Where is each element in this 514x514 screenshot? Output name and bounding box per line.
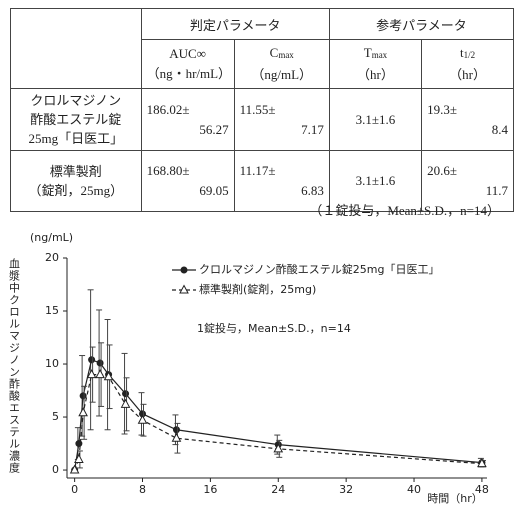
value-line: 19.3±	[427, 101, 457, 117]
row-label-line: 25mg「日医工」	[28, 131, 124, 146]
value-line: 168.80±	[146, 163, 190, 178]
data-point	[75, 440, 83, 448]
value-line: 56.27	[199, 121, 229, 137]
x-tick-label: 16	[203, 483, 217, 496]
symbol-sub: max	[278, 50, 294, 60]
value-cell: 3.1±1.6	[328, 150, 423, 212]
data-point	[96, 359, 104, 367]
y-tick-label: 20	[45, 251, 59, 264]
column-symbol: Cmax	[240, 43, 324, 65]
data-point	[86, 369, 97, 379]
value-cell: 11.17± 6.83	[233, 150, 330, 212]
data-point	[137, 414, 148, 424]
symbol: AUC∞	[169, 46, 206, 61]
value-line: 186.02±	[146, 101, 190, 117]
symbol: T	[363, 45, 372, 60]
data-point	[69, 464, 80, 474]
series-line	[74, 374, 482, 471]
y-unit: (ng/mL)	[30, 231, 73, 244]
legend-label: クロルマジノン酢酸エステル錠25mg「日医工」	[199, 262, 439, 276]
data-point	[88, 356, 96, 364]
column-unit: （ng・hr/mL）	[146, 66, 232, 81]
y-tick-label: 5	[52, 410, 59, 423]
data-row: 標準製剤 （錠剤，25mg） 168.80± 69.05 11.17± 6.83 3.1±1…	[10, 150, 514, 212]
value-line: 7.17	[301, 121, 324, 137]
value-line: 3.1±1.6	[355, 173, 396, 188]
value-line: 8.4	[491, 121, 508, 137]
symbol-sub: max	[371, 50, 388, 60]
row-label-line: 標準製剤	[49, 164, 102, 179]
value-cell: 186.02± 56.27	[140, 88, 235, 151]
data-point	[122, 390, 130, 398]
table-note: （１錠投与，Mean±S.D.，n=14）	[309, 203, 500, 218]
value-line: 11.7	[485, 183, 508, 198]
symbol: C	[269, 45, 279, 60]
column-symbol: t1/2	[427, 43, 508, 65]
column-unit: （ng/mL）	[251, 67, 313, 82]
column-symbol: AUC∞	[147, 44, 229, 64]
data-point	[172, 426, 180, 434]
value-cell: 20.6± 11.7	[421, 150, 514, 212]
value-line: 3.1±1.6	[355, 111, 396, 127]
value-cell: 19.3± 8.4	[421, 88, 514, 151]
header-row: AUC∞ （ng・hr/mL） Cmax （ng/mL） Tmax （hr） t1/2 （hr…	[11, 39, 514, 89]
series-line	[74, 358, 482, 471]
column-unit: （hr）	[357, 67, 394, 82]
column-symbol: Tmax	[335, 43, 416, 65]
x-axis-title: 時間（hr）	[427, 492, 483, 505]
row-label-line: クロルマジノン	[30, 93, 122, 108]
x-tick-label: 48	[475, 483, 489, 496]
legend-label: 標準製剤(錠剤，25mg)	[199, 282, 316, 296]
value-line: 11.55±	[239, 101, 276, 117]
value-cell: 168.80± 69.05	[140, 150, 235, 212]
x-tick-label: 40	[407, 483, 421, 496]
data-point	[78, 407, 88, 417]
y-tick-label: 15	[45, 304, 59, 317]
data-row: クロルマジノン 酢酸エステル錠 25mg「日医工」 186.02± 56.27 11.55…	[10, 88, 514, 151]
y-axis-title: 血漿中クロルマジノン酢酸エステル濃度	[8, 257, 21, 474]
data-point	[171, 432, 182, 442]
column-unit: （hr）	[449, 67, 486, 82]
data-point	[79, 392, 87, 400]
symbol-sub: 1/2	[463, 50, 476, 60]
value-line: 20.6±	[427, 163, 457, 178]
x-tick-label: 0	[71, 483, 78, 496]
x-tick-label: 24	[271, 483, 285, 496]
legend-marker	[180, 266, 188, 274]
data-point	[120, 398, 131, 408]
y-tick-label: 10	[45, 357, 59, 370]
data-point	[95, 369, 105, 379]
value-line: 69.05	[199, 183, 229, 198]
data-point	[273, 443, 284, 453]
column-header: Tmax （hr）	[328, 39, 423, 89]
legend-marker	[179, 284, 189, 294]
data-point	[477, 458, 487, 468]
pk-table: 判定パラメータ 参考パラメータ AUC∞ （ng・hr/mL） Cmax （ng/mL） T…	[10, 8, 514, 212]
column-header: t1/2 （hr）	[421, 39, 514, 89]
value-line: 11.17±	[239, 163, 276, 178]
value-cell: 3.1±1.6	[328, 88, 423, 151]
symbol: t	[459, 45, 464, 60]
y-tick-label: 0	[52, 463, 59, 476]
data-point	[139, 410, 147, 418]
row-label-line: 酢酸エステル錠	[30, 112, 122, 127]
x-tick-label: 8	[139, 483, 146, 496]
corner-cell	[10, 8, 142, 89]
row-label-line: （錠剤，25mg）	[28, 183, 124, 198]
column-header: AUC∞ （ng・hr/mL）	[140, 39, 235, 89]
row-label: 標準製剤 （錠剤，25mg）	[10, 150, 142, 212]
annotation: 1錠投与，Mean±S.D.，n=14	[197, 321, 351, 335]
value-cell: 11.55± 7.17	[233, 88, 330, 151]
value-line: 6.83	[301, 183, 324, 198]
data-point	[103, 371, 114, 381]
x-tick-label: 32	[339, 483, 353, 496]
data-point	[74, 453, 84, 463]
